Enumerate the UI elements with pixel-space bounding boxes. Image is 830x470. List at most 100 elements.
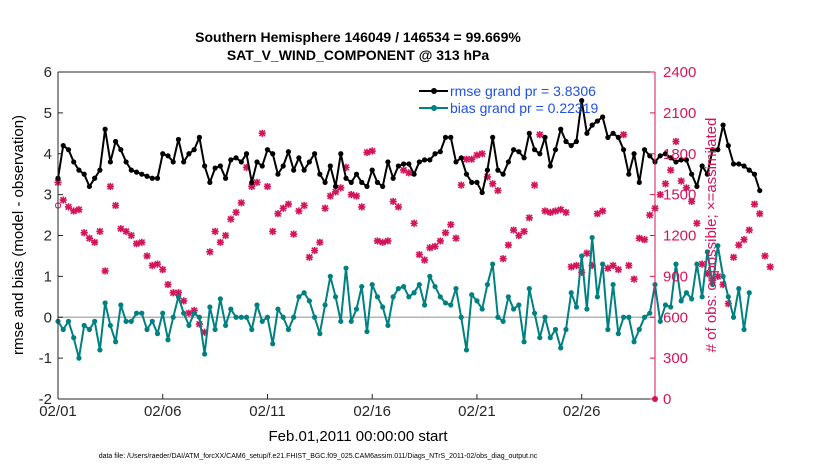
obs-assimilated-point	[677, 177, 685, 185]
y-right-tick-label: 2400	[663, 64, 696, 81]
obs-assimilated-point	[263, 182, 272, 191]
bias-point	[416, 281, 422, 288]
obs-assimilated-point	[227, 215, 235, 223]
rmse-point	[233, 155, 239, 161]
obs-assimilated-point	[740, 235, 748, 244]
bias-point	[678, 298, 684, 304]
obs-assimilated-point	[640, 235, 649, 244]
bias-point	[128, 318, 134, 324]
bias-point	[453, 286, 459, 292]
bias-point	[636, 326, 642, 333]
rmse-point	[552, 147, 559, 153]
obs-assimilated-point	[447, 221, 455, 229]
bias-point	[406, 294, 412, 300]
rmse-point	[207, 179, 213, 185]
rmse-point	[584, 130, 590, 136]
obs-assimilated-point	[494, 186, 502, 195]
obs-assimilated-point	[211, 227, 219, 236]
series-bias	[55, 234, 752, 361]
obs-assimilated-point	[389, 197, 397, 206]
bias-point	[212, 326, 218, 333]
bias-point	[312, 314, 318, 320]
y-right-axis-ticks: 0 300 600 900 1200 1500 1800 2100 2400	[650, 64, 696, 408]
rmse-point	[531, 147, 538, 153]
rmse-point	[238, 159, 244, 165]
rmse-point	[160, 151, 166, 157]
obs-assimilated-point	[766, 263, 774, 271]
bias-point	[191, 310, 197, 316]
obs-assimilated-point	[400, 166, 408, 174]
bias-point	[202, 351, 208, 357]
bias-point	[421, 302, 428, 308]
rmse-point	[154, 175, 161, 181]
series-obs-assimilated	[54, 129, 774, 336]
obs-assimilated-point	[132, 240, 141, 248]
obs-assimilated-point	[682, 184, 691, 192]
rmse-point	[668, 155, 674, 161]
rmse-point	[291, 167, 297, 173]
obs-assimilated-point	[729, 253, 738, 261]
obs-assimilated-point	[221, 231, 230, 240]
obs-assimilated-point	[274, 210, 282, 218]
rmse-point	[385, 159, 391, 165]
rmse-point	[301, 167, 307, 173]
bias-point	[86, 326, 93, 333]
y-right-tick-label: 1800	[663, 146, 696, 163]
rmse-point	[380, 183, 386, 190]
obs-assimilated-point	[237, 199, 245, 207]
obs-assimilated-point	[646, 211, 654, 219]
obs-assimilated-point	[426, 244, 434, 252]
rmse-point	[442, 134, 449, 140]
bias-point	[369, 281, 375, 288]
obs-assimilated-point	[258, 129, 266, 137]
rmse-point	[264, 147, 271, 153]
bias-point	[547, 335, 553, 341]
obs-assimilated-point	[462, 155, 471, 163]
bias-point	[710, 281, 716, 288]
bias-point	[348, 318, 354, 324]
bias-point	[301, 290, 307, 296]
x-tick-label: 02/16	[353, 403, 391, 420]
bias-point	[579, 253, 585, 259]
bias-point	[490, 261, 496, 267]
y-left-tick-label: -1	[39, 350, 52, 367]
obs-assimilated-point	[190, 306, 198, 315]
obs-assimilated-point	[562, 208, 570, 216]
rmse-point	[725, 142, 731, 149]
rmse-point	[86, 183, 93, 190]
obs-assimilated-point	[405, 169, 413, 177]
rmse-point	[296, 155, 302, 161]
obs-assimilated-point	[394, 203, 402, 211]
obs-assimilated-point	[70, 207, 78, 215]
rmse-point	[636, 179, 642, 185]
bias-point	[432, 283, 438, 290]
bias-point	[144, 326, 150, 333]
bias-point	[725, 294, 731, 300]
bias-point	[317, 331, 323, 337]
obs-assimilated-point	[756, 210, 764, 218]
bias-point	[746, 290, 752, 296]
obs-assimilated-point	[436, 237, 444, 245]
obs-assimilated-point	[316, 238, 324, 246]
obs-assimilated-point	[174, 289, 183, 297]
obs-assimilated-point	[96, 227, 104, 236]
rmse-point	[421, 157, 428, 163]
obs-assimilated-point	[331, 188, 340, 196]
obs-assimilated-point	[583, 249, 591, 257]
rmse-point	[495, 167, 501, 173]
bias-point	[505, 294, 511, 300]
obs-assimilated-point	[489, 180, 497, 188]
bias-point	[322, 302, 328, 308]
rmse-point	[275, 171, 281, 177]
rmse-point	[118, 147, 124, 153]
rmse-point	[181, 159, 187, 165]
bias-point	[662, 302, 669, 308]
y-left-axis-label: rmse and bias (model - observation)	[10, 115, 27, 355]
rmse-point	[715, 147, 721, 153]
rmse-point	[71, 159, 77, 165]
rmse-point	[254, 159, 260, 165]
bias-point	[133, 310, 140, 316]
obs-assimilated-point	[64, 203, 73, 211]
obs-assimilated-point	[384, 237, 392, 245]
bias-point	[175, 294, 182, 300]
